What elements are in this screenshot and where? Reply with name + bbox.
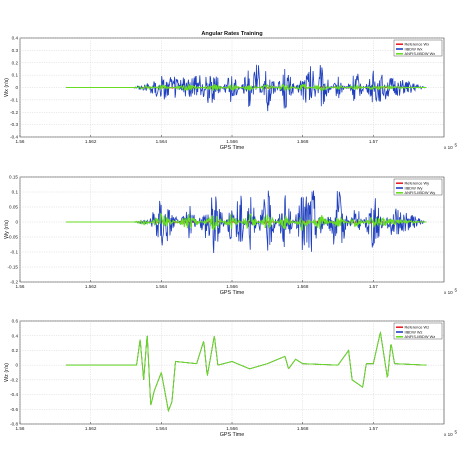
y-tick-label: -0.1 — [10, 250, 18, 255]
chart-2: 1.56 1.562 1.564 1.566 1.568 1.57 0.15 0.1 0.05 0… — [4, 175, 458, 296]
legend-box — [393, 178, 443, 196]
legend-entry: ANFIS-IIBDW Wz — [405, 334, 436, 339]
x-exponent-base: x 10 — [444, 432, 453, 437]
legend-entry: IIBDW Wz — [405, 329, 423, 334]
y-tick-label: 0.1 — [12, 73, 19, 78]
y-tick-label: -0.4 — [10, 135, 18, 140]
legend-entry: Reference Wz — [405, 325, 430, 330]
x-tick-label: 1.57 — [369, 139, 378, 144]
y-tick-label: 0.15 — [9, 175, 18, 180]
y-tick-label: -0.2 — [10, 110, 18, 115]
legend-entry: ANFIS-IIBDW Wx — [405, 51, 436, 56]
x-tick-label: 1.568 — [297, 139, 309, 144]
y-tick-label: -0.2 — [10, 280, 18, 285]
x-tick-label: 1.566 — [226, 139, 238, 144]
x-tick-label: 1.568 — [297, 284, 309, 289]
legend-entry: Reference Wx — [405, 42, 430, 47]
series-line-3 — [65, 331, 427, 413]
x-tick-label: 1.56 — [16, 426, 25, 431]
y-tick-label: 0.05 — [9, 205, 18, 210]
x-exponent-power: 5 — [455, 142, 458, 147]
y-tick-label: 0.1 — [12, 190, 19, 195]
x-tick-label: 1.566 — [226, 426, 238, 431]
y-tick-label: 0.3 — [12, 48, 19, 53]
series-line-3 — [65, 83, 427, 92]
y-axis-label: Wy (r/s) — [4, 220, 10, 239]
y-tick-label: -0.3 — [10, 122, 18, 127]
x-axis-label: GPS Time — [220, 145, 245, 151]
legend-entry: ANFIS-IIBDW Wy — [405, 190, 436, 195]
x-exponent-power: 5 — [455, 429, 458, 434]
x-tick-label: 1.564 — [156, 139, 168, 144]
y-tick-label: -0.05 — [8, 235, 19, 240]
y-tick-label: -0.4 — [10, 392, 18, 397]
chart-1: 1.56 1.562 1.564 1.566 1.568 1.57 0.4 0.3 0.2 0.1… — [4, 31, 458, 151]
chart-title: Angular Rates Training — [201, 31, 263, 37]
y-tick-label: 0 — [15, 363, 18, 368]
y-tick-label: -0.6 — [10, 407, 18, 412]
legend-box — [393, 322, 443, 340]
y-axis-label: Wz (r/s) — [4, 363, 10, 382]
legend-entry: IIBDW Wx — [405, 46, 423, 51]
x-tick-label: 1.56 — [16, 139, 25, 144]
x-axis-label: GPS Time — [220, 432, 245, 438]
x-tick-label: 1.57 — [369, 284, 378, 289]
x-exponent-power: 5 — [455, 287, 458, 292]
x-tick-label: 1.562 — [85, 426, 97, 431]
x-exponent-base: x 10 — [444, 145, 453, 150]
y-tick-label: 0.4 — [12, 36, 19, 41]
y-tick-label: 0 — [15, 220, 18, 225]
x-tick-label: 1.564 — [156, 426, 168, 431]
y-tick-label: -0.1 — [10, 97, 18, 102]
y-axis-label: Wx (r/s) — [4, 78, 10, 97]
legend-entry: Reference Wy — [405, 181, 430, 186]
y-tick-label: -0.8 — [10, 422, 18, 427]
y-tick-label: -0.15 — [8, 265, 19, 270]
series-line-3 — [65, 212, 427, 232]
x-tick-label: 1.562 — [85, 139, 97, 144]
x-tick-label: 1.57 — [369, 426, 378, 431]
y-tick-label: 0.2 — [12, 348, 19, 353]
y-tick-label: -0.2 — [10, 377, 18, 382]
y-tick-label: 0.4 — [12, 333, 19, 338]
x-exponent-base: x 10 — [444, 290, 453, 295]
x-tick-label: 1.56 — [16, 284, 25, 289]
x-tick-label: 1.562 — [85, 284, 97, 289]
legend-entry: IIBDW Wy — [405, 185, 423, 190]
y-tick-label: 0 — [15, 85, 18, 90]
chart-3: 1.56 1.562 1.564 1.566 1.568 1.57 0.6 0.4 0.2 0 -0… — [4, 319, 458, 438]
y-tick-label: 0.6 — [12, 319, 19, 324]
x-tick-label: 1.566 — [226, 284, 238, 289]
x-tick-label: 1.564 — [156, 284, 168, 289]
legend-box — [393, 39, 443, 57]
x-tick-label: 1.568 — [297, 426, 309, 431]
y-tick-label: 0.2 — [12, 60, 19, 65]
x-axis-label: GPS Time — [220, 290, 245, 296]
